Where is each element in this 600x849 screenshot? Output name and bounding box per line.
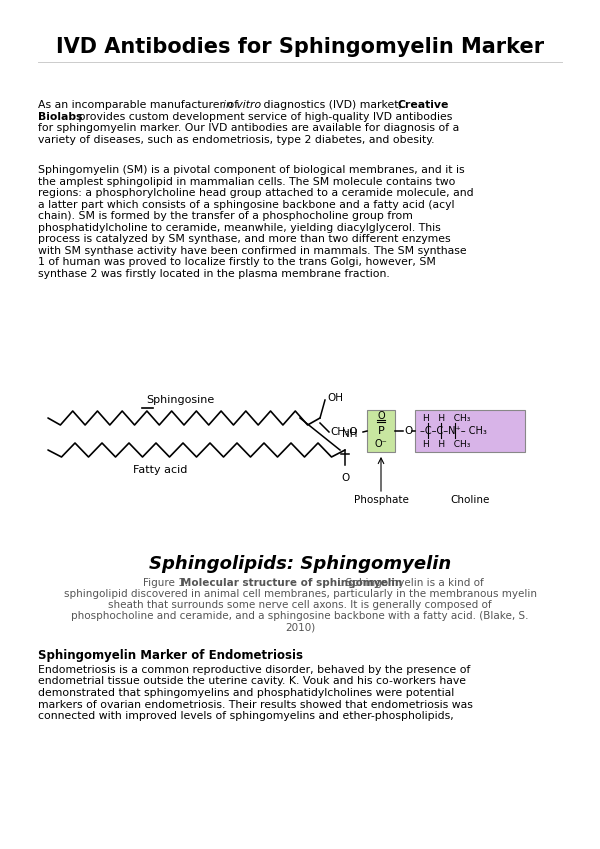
Text: CH₂O: CH₂O <box>330 427 358 437</box>
Text: Creative: Creative <box>398 100 449 110</box>
Text: IVD Antibodies for Sphingomyelin Marker: IVD Antibodies for Sphingomyelin Marker <box>56 37 544 57</box>
Text: connected with improved levels of sphingomyelins and ether-phospholipids,: connected with improved levels of sphing… <box>38 711 454 721</box>
Text: O: O <box>404 426 412 436</box>
FancyBboxPatch shape <box>367 410 395 452</box>
Text: Biolabs: Biolabs <box>38 111 83 121</box>
Text: process is catalyzed by SM synthase, and more than two different enzymes: process is catalyzed by SM synthase, and… <box>38 234 451 244</box>
Text: diagnostics (IVD) market,: diagnostics (IVD) market, <box>260 100 406 110</box>
Text: sphingolipid discovered in animal cell membranes, particularly in the membranous: sphingolipid discovered in animal cell m… <box>64 589 536 599</box>
Text: variety of diseases, such as endometriosis, type 2 diabetes, and obesity.: variety of diseases, such as endometrios… <box>38 134 434 144</box>
Text: Sphingosine: Sphingosine <box>146 395 214 405</box>
Text: synthase 2 was firstly located in the plasma membrane fraction.: synthase 2 was firstly located in the pl… <box>38 268 390 278</box>
Text: Molecular structure of sphingomyelin: Molecular structure of sphingomyelin <box>181 578 402 588</box>
Text: 1 of human was proved to localize firstly to the trans Golgi, however, SM: 1 of human was proved to localize firstl… <box>38 257 436 267</box>
Text: H   H   CH₃: H H CH₃ <box>423 440 470 448</box>
Text: phosphocholine and ceramide, and a sphingosine backbone with a fatty acid. (Blak: phosphocholine and ceramide, and a sphin… <box>71 611 529 621</box>
Text: endometrial tissue outside the uterine cavity. K. Vouk and his co-workers have: endometrial tissue outside the uterine c… <box>38 677 466 687</box>
Text: Phosphate: Phosphate <box>353 495 409 505</box>
Text: H   H   CH₃: H H CH₃ <box>423 413 470 423</box>
Text: OH: OH <box>327 393 343 403</box>
Text: with SM synthase activity have been confirmed in mammals. The SM synthase: with SM synthase activity have been conf… <box>38 245 467 256</box>
Text: Endometriosis is a common reproductive disorder, behaved by the presence of: Endometriosis is a common reproductive d… <box>38 665 470 675</box>
Text: in vitro: in vitro <box>223 100 261 110</box>
Text: As an incomparable manufacturer of: As an incomparable manufacturer of <box>38 100 242 110</box>
Text: 2010): 2010) <box>285 622 315 632</box>
Text: for sphingomyelin marker. Our IVD antibodies are available for diagnosis of a: for sphingomyelin marker. Our IVD antibo… <box>38 123 459 133</box>
Text: the amplest sphingolipid in mammalian cells. The SM molecule contains two: the amplest sphingolipid in mammalian ce… <box>38 177 455 187</box>
Text: Sphingomyelin (SM) is a pivotal component of biological membranes, and it is: Sphingomyelin (SM) is a pivotal componen… <box>38 165 464 175</box>
Text: Fatty acid: Fatty acid <box>133 465 187 475</box>
FancyBboxPatch shape <box>415 410 525 452</box>
Text: Sphingolipids: Sphingomyelin: Sphingolipids: Sphingomyelin <box>149 555 451 573</box>
Text: –C–C–N⁺– CH₃: –C–C–N⁺– CH₃ <box>420 426 487 436</box>
Text: a latter part which consists of a sphingosine backbone and a fatty acid (acyl: a latter part which consists of a sphing… <box>38 200 455 210</box>
Text: NH: NH <box>342 429 358 439</box>
Text: markers of ovarian endometriosis. Their results showed that endometriosis was: markers of ovarian endometriosis. Their … <box>38 700 473 710</box>
Text: demonstrated that sphingomyelins and phosphatidylcholines were potential: demonstrated that sphingomyelins and pho… <box>38 688 454 698</box>
Text: O⁻: O⁻ <box>374 439 388 449</box>
Text: regions: a phosphorylcholine head group attached to a ceramide molecule, and: regions: a phosphorylcholine head group … <box>38 188 473 198</box>
Text: Choline: Choline <box>451 495 490 505</box>
Text: chain). SM is formed by the transfer of a phosphocholine group from: chain). SM is formed by the transfer of … <box>38 211 413 221</box>
Text: . Sphingomyelin is a kind of: . Sphingomyelin is a kind of <box>339 578 484 588</box>
Text: sheath that surrounds some nerve cell axons. It is generally composed of: sheath that surrounds some nerve cell ax… <box>108 600 492 610</box>
Text: phosphatidylcholine to ceramide, meanwhile, yielding diacylglycerol. This: phosphatidylcholine to ceramide, meanwhi… <box>38 222 441 233</box>
Text: P: P <box>377 426 385 436</box>
Text: Sphingomyelin Marker of Endometriosis: Sphingomyelin Marker of Endometriosis <box>38 649 303 662</box>
Text: provides custom development service of high-quality IVD antibodies: provides custom development service of h… <box>75 111 452 121</box>
Text: O: O <box>341 473 349 483</box>
Text: Figure 1.: Figure 1. <box>143 578 191 588</box>
Text: O: O <box>377 411 385 421</box>
